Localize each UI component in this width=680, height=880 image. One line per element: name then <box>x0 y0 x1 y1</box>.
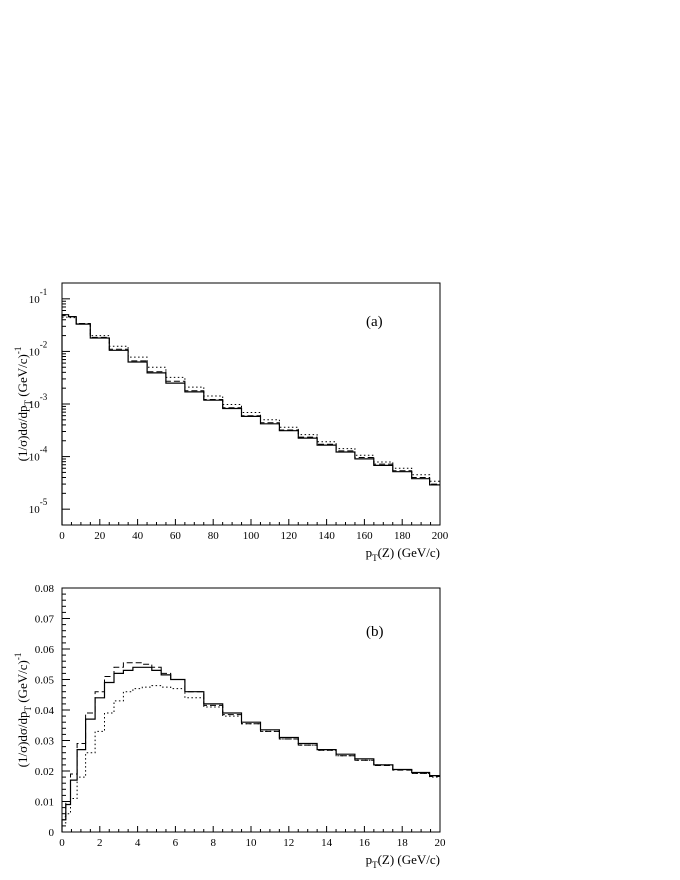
y-axis-title-a: (1/σ)dσ/dpT (GeV/c)-1 <box>13 347 33 462</box>
plot-frame-a <box>61 282 441 526</box>
x-tick-label-a-10: 200 <box>432 530 449 542</box>
series-a-dotted-line <box>61 316 440 525</box>
y-tick-label-b-1: 0.01 <box>35 797 54 809</box>
y-axis-ticks-b: 0 0.01 0.02 0.03 0.04 0.05 0.06 0.07 0.08 <box>35 583 70 839</box>
x-tick-label-b-6: 12 <box>283 837 294 849</box>
series-b-dotted-line <box>61 685 440 832</box>
y-tick-label-a-4: 10-5 <box>29 497 48 516</box>
y-tick-label-a-1: 10-2 <box>29 339 48 358</box>
panel-b: 0 2 4 6 8 10 12 14 16 18 20 00.010.020.030.040.050… <box>13 583 446 870</box>
y-tick-label-b-4: 0.04 <box>35 705 55 717</box>
y-tick-label-b-0: 0 <box>49 827 55 839</box>
y-tick-label-b-6: 0.06 <box>35 644 55 656</box>
y-tick-label-b-5: 0.05 <box>35 675 55 687</box>
series-group-b <box>61 662 440 832</box>
y-axis-title-b: (1/σ)dσ/dpT (GeV/c)-1 <box>13 653 33 768</box>
y-axis-ticks-a: 10-1 10-2 10-3 10-4 10-5 <box>29 282 70 516</box>
x-tick-label-a-3: 60 <box>170 530 182 542</box>
x-tick-label-a-9: 180 <box>394 530 411 542</box>
panel-label-b: (b) <box>366 624 384 640</box>
series-b-solid-line <box>61 666 440 832</box>
x-tick-label-b-9: 18 <box>397 837 409 849</box>
x-axis-ticks-b: 0 2 4 6 8 10 12 14 16 18 20 <box>59 826 446 849</box>
x-tick-label-a-6: 120 <box>281 530 298 542</box>
x-tick-label-b-2: 4 <box>135 837 141 849</box>
x-tick-label-b-10: 20 <box>435 837 447 849</box>
x-tick-label-b-3: 6 <box>173 837 179 849</box>
x-tick-label-a-1: 20 <box>94 530 106 542</box>
series-a-solid-line <box>61 314 440 525</box>
x-tick-label-b-8: 16 <box>359 837 371 849</box>
series-b-dashed-line <box>61 662 440 832</box>
x-axis-title-a: pT(Z) (GeV/c) <box>366 545 440 563</box>
x-tick-label-a-0: 0 <box>59 530 65 542</box>
x-tick-label-a-7: 140 <box>318 530 335 542</box>
y-tick-label-b-7: 0.07 <box>35 614 55 626</box>
y-tick-label-a-3: 10-4 <box>29 445 48 464</box>
x-tick-label-a-8: 160 <box>356 530 373 542</box>
series-a-dashed-line <box>61 315 440 525</box>
y-tick-label-a-2: 10-3 <box>29 392 48 411</box>
y-tick-label-b-2: 0.02 <box>35 766 54 778</box>
x-tick-label-b-5: 10 <box>246 837 258 849</box>
y-tick-label-a-0: 10-1 <box>29 287 48 306</box>
x-tick-label-b-0: 0 <box>59 837 65 849</box>
x-tick-label-b-4: 8 <box>210 837 216 849</box>
series-group-a <box>61 314 440 525</box>
x-tick-label-b-1: 2 <box>97 837 103 849</box>
y-tick-label-b-8: 0.08 <box>35 583 55 595</box>
x-axis-ticks-a: 0 20 40 60 80 100 120 140 160 180 200 <box>59 519 449 542</box>
x-tick-label-b-7: 14 <box>321 837 333 849</box>
panel-a: 0 20 40 60 80 100 120 140 160 180 200 10-1 10-2 10-3… <box>13 282 449 563</box>
x-axis-title-b: pT(Z) (GeV/c) <box>366 852 440 870</box>
x-tick-label-a-2: 40 <box>132 530 144 542</box>
x-tick-label-a-5: 100 <box>243 530 260 542</box>
x-tick-label-a-4: 80 <box>208 530 220 542</box>
y-tick-label-b-3: 0.03 <box>35 736 55 748</box>
panel-label-a: (a) <box>366 314 383 330</box>
